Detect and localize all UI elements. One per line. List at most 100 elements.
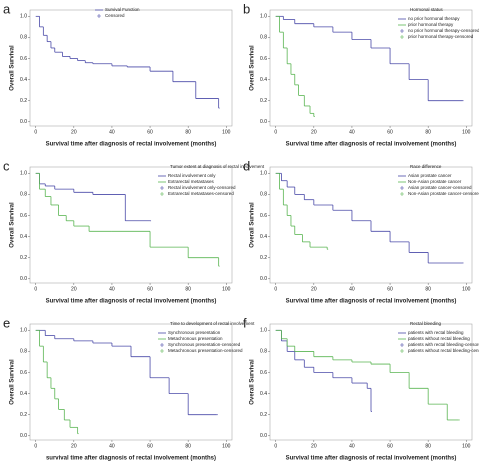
y-axis-label: Overall Survival: [10, 45, 16, 91]
y-tick-label: 1.0: [20, 171, 27, 177]
legend-label: Censored: [105, 13, 125, 18]
legend-label: Rectal involvement only: [168, 173, 216, 178]
legend-censor-marker: [160, 192, 164, 196]
x-tick-label: 100: [462, 443, 471, 449]
y-tick-label: 0.4: [260, 77, 267, 83]
x-tick-label: 60: [387, 443, 393, 449]
x-tick-label: 60: [147, 129, 153, 135]
x-tick-label: 80: [185, 286, 191, 292]
legend-label: Survival Function: [105, 7, 140, 12]
legend-label: prior hormonal therapy-censored: [408, 34, 474, 39]
legend-label: no prior hormonal therapy-censored: [408, 28, 479, 33]
plot-frame: [29, 323, 233, 441]
y-tick-label: 1.0: [260, 14, 267, 20]
panel-letter: e: [3, 315, 10, 330]
x-tick-label: 40: [349, 443, 355, 449]
x-tick-label: 80: [425, 286, 431, 292]
legend-label: Extrarectal metastases: [168, 179, 215, 184]
x-tick-label: 40: [349, 286, 355, 292]
x-axis-label: Survival time after diagnosis of rectal …: [46, 142, 217, 148]
panel-letter: f: [243, 315, 247, 330]
x-axis-label: Survival time after diagnosis of rectal …: [46, 299, 217, 305]
x-tick-label: 60: [387, 286, 393, 292]
x-tick-label: 0: [34, 443, 37, 449]
legend-title: Time to development of rectal involvemen…: [170, 321, 255, 326]
x-axis-label: Survival time after diagnosis of rectal …: [286, 142, 457, 148]
legend-label: Extrarectal metastases-censored: [168, 191, 234, 196]
x-tick-label: 40: [349, 129, 355, 135]
x-tick-label: 20: [71, 129, 77, 135]
legend-label: Metachronous presentation-censored: [168, 348, 243, 353]
y-tick-label: 0.2: [260, 98, 267, 104]
panel-letter: a: [3, 1, 11, 16]
y-tick-label: 0.8: [260, 349, 267, 355]
x-tick-label: 40: [109, 286, 115, 292]
legend-label: Synchronous presentation-censored: [168, 342, 241, 347]
x-axis-label: survival time after diagnosis of rectal …: [46, 456, 216, 462]
y-tick-label: 0.6: [260, 370, 267, 376]
legend-label: Asian prostate cancer-censored: [408, 185, 472, 190]
x-tick-label: 100: [222, 129, 231, 135]
y-tick-label: 0.4: [260, 391, 267, 397]
legend-label: Asian prostate cancer: [408, 173, 452, 178]
y-tick-label: 0.6: [260, 56, 267, 62]
legend-label: Rectal involvement only-censored: [168, 185, 236, 190]
x-axis-label: Survival time after diagnosis of rectal …: [286, 299, 457, 305]
y-tick-label: 1.0: [20, 328, 27, 334]
panel-letter: b: [243, 1, 250, 16]
legend-label: patients without rectal bleeding-censore…: [408, 348, 479, 353]
legend-label: Synchronous presentation: [168, 330, 221, 335]
y-tick-label: 0.4: [20, 234, 27, 240]
x-axis-label: Survival time after diagnosis of rectal …: [286, 456, 457, 462]
y-tick-label: 0.8: [260, 192, 267, 198]
y-tick-label: 0.2: [260, 412, 267, 418]
legend-censor-marker: [97, 14, 101, 18]
y-tick-label: 0.8: [20, 35, 27, 41]
y-tick-label: 0.2: [20, 412, 27, 418]
legend-label: Non-Asian prostate cancer-censored: [408, 191, 479, 196]
y-tick-label: 0.4: [260, 234, 267, 240]
legend-title: Hormonal status: [410, 7, 444, 12]
plot-frame: [29, 166, 233, 284]
y-tick-label: 0.6: [260, 213, 267, 219]
legend-label: prior hormonal therapy: [408, 22, 454, 27]
x-tick-label: 60: [147, 443, 153, 449]
legend-censor-marker: [400, 186, 404, 190]
x-tick-label: 0: [274, 443, 277, 449]
legend-censor-marker: [400, 343, 404, 347]
y-tick-label: 1.0: [260, 171, 267, 177]
x-tick-label: 60: [387, 129, 393, 135]
x-tick-label: 20: [311, 443, 317, 449]
legend-censor-marker: [160, 343, 164, 347]
legend-label: patients with rectal bleeding-censored: [408, 342, 479, 347]
x-tick-label: 20: [71, 443, 77, 449]
legend-censor-marker: [400, 349, 404, 353]
y-tick-label: 0.2: [260, 255, 267, 261]
y-axis-label: Overall Survival: [10, 359, 16, 405]
x-tick-label: 0: [34, 286, 37, 292]
legend-censor-marker: [160, 186, 164, 190]
legend-censor-marker: [400, 192, 404, 196]
x-tick-label: 80: [185, 443, 191, 449]
legend-title: Race difference: [410, 164, 442, 169]
legend-label: Non-Asian prostate cancer: [408, 179, 462, 184]
y-tick-label: 0.0: [260, 276, 267, 282]
y-tick-label: 0.0: [20, 276, 27, 282]
y-tick-label: 0.0: [20, 433, 27, 439]
y-tick-label: 1.0: [20, 14, 27, 20]
x-tick-label: 100: [462, 129, 471, 135]
y-tick-label: 0.2: [20, 98, 27, 104]
x-tick-label: 0: [274, 129, 277, 135]
legend-censor-marker: [160, 349, 164, 353]
plot-frame: [269, 9, 473, 127]
x-tick-label: 100: [222, 286, 231, 292]
x-tick-label: 0: [274, 286, 277, 292]
legend-title: Tumor extent at diagnosis of rectal invo…: [170, 164, 265, 169]
legend-censor-marker: [400, 35, 404, 39]
panel-letter: d: [243, 158, 250, 173]
x-tick-label: 40: [109, 129, 115, 135]
legend-title: Rectal bleeding: [410, 321, 442, 326]
plot-frame: [269, 323, 473, 441]
y-axis-label: Overall Survival: [250, 45, 256, 91]
